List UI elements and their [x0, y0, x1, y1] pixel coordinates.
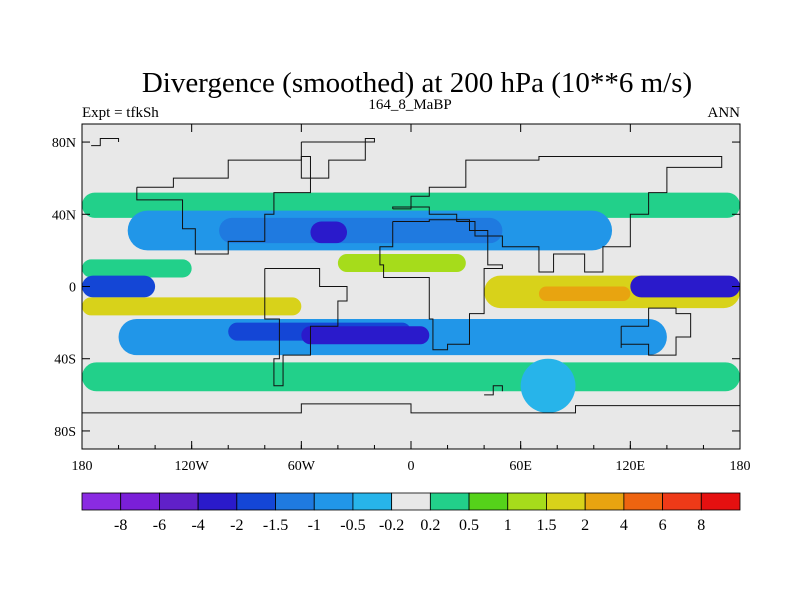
coastline	[484, 385, 503, 396]
colorbar-label: -0.5	[340, 517, 365, 534]
colorbar-label: -1.5	[263, 517, 288, 534]
x-tick-label: 180	[730, 459, 751, 474]
colorbar-swatch	[81, 492, 122, 511]
colorbar: -8 -6 -4 -2 -1.5 -1 -0.5 -0.2 0.2 0.5 1 1.5 2 4 6 8	[81, 492, 741, 534]
colorbar-swatch	[352, 492, 393, 511]
colorbar-label: -4	[191, 517, 204, 534]
x-tick-label: 60W	[288, 459, 316, 474]
y-tick-label: 80N	[52, 136, 76, 151]
y-tick-label: 40S	[54, 353, 76, 368]
coastline	[264, 267, 348, 387]
colorbar-label: 0.2	[420, 517, 440, 534]
x-tick-label: 120E	[616, 459, 646, 474]
coastline	[136, 156, 311, 255]
colorbar-label: -2	[230, 517, 243, 534]
coastline-outlines	[82, 137, 741, 414]
period-label: 164_8_MaBP	[368, 97, 451, 113]
colorbar-label: 4	[620, 517, 628, 534]
colorbar-label: 1.5	[536, 517, 556, 534]
x-tick-label: 180	[72, 459, 93, 474]
x-tick-label: 60E	[509, 459, 532, 474]
colorbar-swatch	[275, 492, 315, 511]
colorbar-swatch	[120, 492, 160, 511]
x-tick-label: 0	[408, 459, 415, 474]
colorbar-label: 0.5	[459, 517, 479, 534]
contour-band	[630, 275, 740, 298]
colorbar-label: 2	[581, 517, 589, 534]
contour-band	[337, 254, 466, 273]
colorbar-swatch	[468, 492, 509, 511]
x-tick-label: 120W	[175, 459, 210, 474]
coastline	[379, 219, 503, 351]
colorbar-swatch	[197, 492, 238, 511]
colorbar-swatch	[159, 492, 199, 511]
contour-band	[538, 286, 631, 301]
contour-band	[82, 362, 740, 392]
coastline	[91, 137, 120, 147]
map-plot	[82, 124, 740, 449]
colorbar-swatch	[584, 492, 625, 511]
contour-band	[82, 275, 156, 298]
colorbar-swatch	[313, 492, 354, 511]
season-label: ANN	[708, 105, 741, 121]
y-tick-label: 0	[69, 281, 76, 296]
y-axis: 80N 40N 0 40S 80S	[52, 136, 740, 440]
contour-band	[219, 217, 503, 244]
coastline	[392, 156, 723, 273]
coastline	[82, 403, 741, 414]
colorbar-label: -6	[153, 517, 166, 534]
colorbar-swatch	[507, 492, 547, 511]
coastline	[300, 137, 375, 179]
contour-band	[310, 221, 348, 244]
colorbar-swatch	[662, 492, 702, 511]
contour-band	[82, 259, 192, 278]
contour-band	[520, 358, 576, 413]
coastline	[620, 307, 692, 356]
colorbar-label: -8	[114, 517, 127, 534]
colorbar-swatch	[700, 492, 741, 511]
colorbar-label: -1	[308, 517, 321, 534]
colorbar-swatch	[391, 492, 431, 511]
colorbar-swatch	[623, 492, 663, 511]
x-axis: 180 120W 60W 0 60E 120E 180	[72, 124, 751, 474]
contour-band	[82, 297, 302, 316]
colorbar-swatch	[236, 492, 276, 511]
colorbar-label: 1	[504, 517, 512, 534]
colorbar-label: -0.2	[379, 517, 404, 534]
colorbar-swatch	[546, 492, 586, 511]
expt-label: Expt = tfkSh	[82, 105, 159, 121]
colorbar-label: 8	[697, 517, 705, 534]
y-tick-label: 40N	[52, 208, 76, 223]
colorbar-swatch	[429, 492, 470, 511]
y-tick-label: 80S	[54, 425, 76, 440]
contour-band	[301, 326, 430, 345]
chart-title: Divergence (smoothed) at 200 hPa (10**6 …	[142, 67, 692, 99]
colorbar-label: 6	[659, 517, 667, 534]
